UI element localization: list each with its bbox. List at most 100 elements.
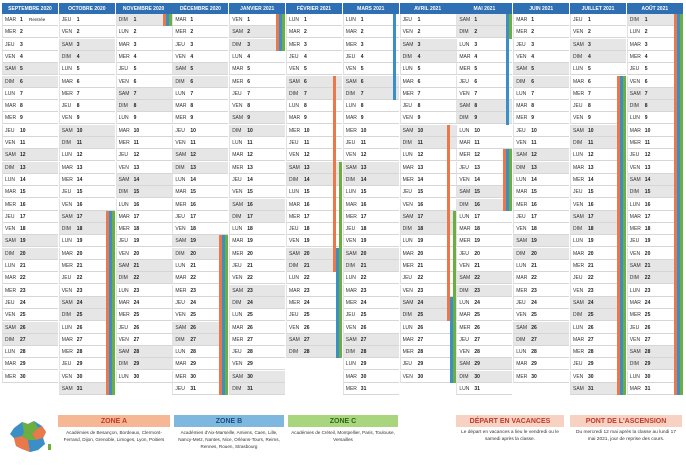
weekday-label: LUN <box>573 238 584 245</box>
day-row: DIM 4 <box>58 50 115 63</box>
weekday-label: MAR <box>345 115 357 122</box>
day-row: DIM 25 <box>58 309 115 322</box>
weekday-label: LUN <box>61 152 72 159</box>
holiday-bar-zone-b <box>392 14 396 101</box>
day-row: MER 12 <box>456 149 513 162</box>
day-number: 18 <box>417 226 424 233</box>
day-number: 6 <box>20 78 23 85</box>
day-number: 18 <box>588 226 594 233</box>
day-row: VEN 2 <box>570 26 626 39</box>
day-row: MAR 22 <box>2 272 58 285</box>
weekday-label: LUN <box>345 189 356 196</box>
day-number: 27 <box>360 336 367 343</box>
day-number: 12 <box>531 152 537 159</box>
weekday-label: JEU <box>175 41 185 48</box>
weekday-label: SAM <box>345 164 357 171</box>
day-number: 17 <box>304 213 310 220</box>
weekday-label: MAR <box>5 103 17 110</box>
day-number: 24 <box>644 299 651 306</box>
day-number: 8 <box>644 103 648 110</box>
weekday-label: MAR <box>345 287 357 294</box>
weekday-label: MAR <box>118 127 130 134</box>
day-row: VEN 12 <box>342 149 399 162</box>
day-row: MER 9 <box>172 112 229 125</box>
day-row: MER 27 <box>229 333 286 346</box>
day-number: 1 <box>531 17 534 23</box>
month-column: FÉVRIER 2021 LUN 1 MAR 2 MER 3 JEU 4 VEN 5 SAM 6 DIM 7… <box>286 3 342 395</box>
day-row: MAR 6 <box>570 75 626 88</box>
weekday-label: VEN <box>573 201 584 208</box>
weekday-label: JEU <box>232 263 242 269</box>
day-row: LUN 24 <box>456 296 513 309</box>
day-number: 7 <box>190 90 194 97</box>
day-number: 23 <box>190 287 196 294</box>
day-row: VEN 15 <box>229 186 286 199</box>
day-number: 30 <box>76 373 83 380</box>
day-number: 4 <box>76 53 80 60</box>
day-row: MAR 8 <box>513 100 570 113</box>
weekday-label: MAR <box>61 164 73 171</box>
holiday-bar-zone-b <box>108 210 112 396</box>
day-row: MAR 31 <box>626 383 683 395</box>
day-row: SAM 9 <box>229 112 286 125</box>
day-row: SAM 10 <box>58 124 115 137</box>
day-number: 18 <box>644 226 651 233</box>
day-row: DIM 29 <box>115 358 172 371</box>
day-number: 24 <box>588 299 594 306</box>
weekday-label: JEU <box>5 41 15 48</box>
day-number: 5 <box>304 66 307 73</box>
weekday-label: MAR <box>175 103 187 110</box>
day-number: 13 <box>20 164 26 171</box>
day-number: 5 <box>133 66 137 73</box>
weekday-label: MAR <box>118 213 130 220</box>
day-row: VEN 13 <box>115 161 172 174</box>
weekday-label: SAM <box>118 176 130 183</box>
day-row: JEU 8 <box>570 100 626 113</box>
day-number: 9 <box>304 115 307 122</box>
day-number: 15 <box>133 189 140 196</box>
holiday-bar-zone-b <box>336 247 339 359</box>
weekday-label: VEN <box>345 324 357 331</box>
weekday-label: DIM <box>629 17 639 23</box>
day-number: 27 <box>133 336 140 343</box>
day-number: 9 <box>474 115 478 122</box>
day-row: LUN 9 <box>115 112 172 125</box>
day-row: LUN 30 <box>115 370 172 383</box>
day-number: 5 <box>474 66 478 73</box>
day-number: 22 <box>644 275 651 282</box>
day-number: 29 <box>190 361 196 368</box>
day-row: DIM 8 <box>115 100 172 113</box>
day-row: LUN 15 <box>342 186 399 199</box>
day-row: VEN 4 <box>2 50 58 63</box>
day-number: 23 <box>644 287 651 294</box>
day-row: DIM 31 <box>229 383 286 395</box>
day-number: 12 <box>190 152 196 159</box>
day-row: VEN 11 <box>2 137 58 149</box>
day-number: 21 <box>474 263 480 269</box>
weekday-label: LUN <box>459 213 470 220</box>
day-row: LUN 11 <box>229 137 286 149</box>
day-row: VEN 25 <box>513 309 570 322</box>
weekday-label: DIM <box>5 164 15 171</box>
day-number: 16 <box>133 201 140 208</box>
day-row: DIM 22 <box>115 272 172 285</box>
day-row: DIM 15 <box>626 186 683 199</box>
weekday-label: VEN <box>232 275 243 282</box>
day-number: 22 <box>588 275 594 282</box>
day-number: 26 <box>474 324 480 331</box>
day-row: DIM 20 <box>513 247 570 260</box>
day-number: 17 <box>133 213 140 220</box>
day-number: 18 <box>76 226 83 233</box>
day-number: 2 <box>20 29 23 36</box>
weekday-label: SAM <box>232 115 244 122</box>
day-row: MAR 11 <box>456 137 513 149</box>
weekday-label: LUN <box>5 176 16 183</box>
weekday-label: MER <box>516 201 528 208</box>
day-number: 24 <box>247 299 253 306</box>
day-row: DIM 6 <box>2 75 58 88</box>
day-number: 17 <box>247 213 253 220</box>
holiday-bar-zone-c <box>111 210 115 396</box>
month-column: AVRIL 2021 JEU 1 VEN 2 SAM 3 DIM 4 LUN 5 MAR 6 MER 7 JE… <box>399 3 456 395</box>
day-number: 29 <box>20 361 26 368</box>
weekday-label: SAM <box>345 336 357 343</box>
